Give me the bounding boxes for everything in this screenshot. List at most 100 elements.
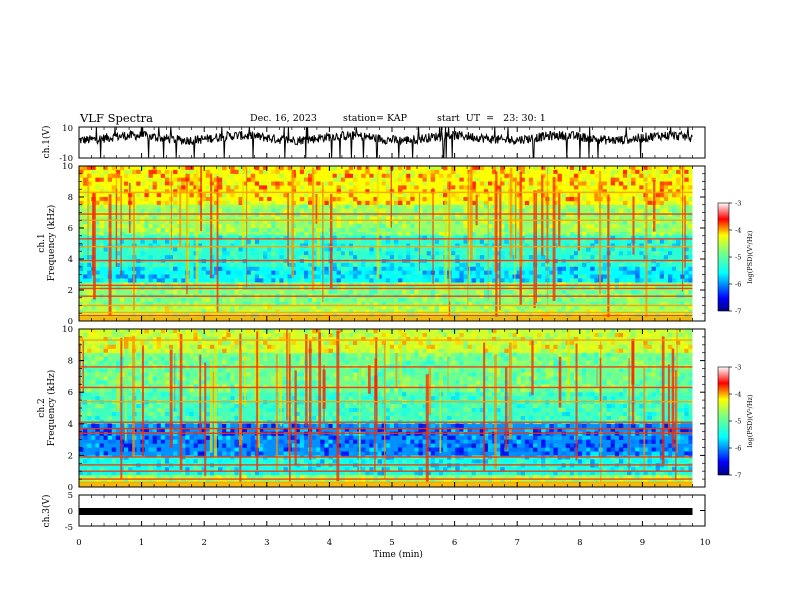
spectrogram-cell	[635, 290, 640, 295]
spectrogram-cell	[291, 435, 297, 440]
spectrogram-cell	[156, 447, 162, 452]
spectrogram-cell	[676, 220, 681, 225]
spectrogram-cell	[402, 208, 407, 213]
spectrogram-cell	[177, 384, 182, 389]
spectrogram-cell	[332, 166, 337, 171]
spectrogram-cell	[639, 235, 644, 240]
spectrogram-cell	[561, 204, 566, 209]
spectrogram-cell	[316, 189, 321, 194]
spectrogram-cell	[393, 305, 399, 310]
spectrogram-cell	[610, 189, 616, 194]
spectrogram-cell	[459, 197, 464, 202]
spectrogram-cell	[230, 189, 235, 194]
spectrogram-cell	[128, 443, 133, 448]
spectrogram-cell	[99, 200, 104, 206]
spectrogram-sferic	[287, 192, 289, 266]
spectrogram-cell	[103, 243, 108, 248]
spectrogram-cell	[197, 332, 202, 338]
spectrogram-cell	[213, 270, 219, 275]
spectrogram-cell	[242, 247, 247, 252]
spectrogram-cell	[451, 251, 456, 256]
spectrogram-cell	[111, 173, 117, 178]
spectrogram-cell	[385, 173, 391, 178]
spectrogram-cell	[627, 297, 632, 302]
spectrogram-cell	[144, 301, 149, 306]
spectrogram-cell	[205, 451, 211, 456]
spectrogram-cell	[164, 181, 170, 186]
spectrogram-cell	[324, 181, 329, 186]
spectrogram-cell	[598, 301, 603, 306]
spectrogram-cell	[365, 270, 370, 275]
spectrogram-cell	[164, 439, 170, 444]
spectrogram-cell	[144, 270, 149, 275]
spectrogram-cell	[647, 177, 652, 182]
spectrogram-cell	[663, 169, 669, 175]
spectrogram-cell	[230, 368, 235, 373]
spectrogram-cell	[651, 169, 656, 175]
spectrogram-cell	[594, 309, 599, 314]
spectrogram-cell	[83, 340, 88, 346]
spectrogram-cell	[83, 380, 88, 385]
spectrogram-band	[79, 329, 693, 333]
spectrogram-cell	[226, 332, 231, 338]
spectrogram-cell	[164, 220, 170, 225]
spectrogram-cell	[222, 166, 227, 171]
spectrogram-cell	[463, 305, 468, 310]
spectrogram-cell	[426, 220, 432, 225]
spectrogram-cell	[283, 177, 288, 182]
spectrogram-cell	[614, 224, 620, 229]
spectrogram-cell	[263, 356, 268, 361]
spectrogram-cell	[132, 329, 137, 334]
spectrogram-cell	[238, 181, 243, 186]
spectrogram-cell	[111, 340, 117, 346]
spectrogram-cell	[586, 216, 591, 221]
spectrogram-cell	[201, 169, 207, 175]
spectrogram-cell	[283, 228, 288, 233]
spectrogram-cell	[299, 235, 305, 240]
spectrogram-cell	[136, 408, 141, 413]
spectrogram-cell	[414, 216, 419, 221]
spectrogram-cell	[177, 479, 182, 484]
spectrogram-cell	[385, 231, 391, 237]
spectrogram-cell	[451, 185, 456, 190]
spectrogram-cell	[663, 278, 669, 283]
spectrogram-cell	[553, 208, 558, 213]
spectrogram-cell	[336, 297, 342, 302]
spectrogram-sferic	[519, 196, 523, 267]
spectrogram-cell	[614, 247, 620, 252]
spectrogram-cell	[410, 231, 415, 237]
spectrogram-cell	[487, 220, 493, 225]
spectrogram-cell	[99, 278, 104, 283]
spectrogram-cell	[492, 301, 497, 306]
spectrogram-cell	[218, 173, 223, 178]
spectrogram-cell	[303, 255, 309, 260]
spectrogram-cell	[610, 282, 616, 287]
spectrogram-cell	[177, 459, 182, 464]
spectrogram-cell	[475, 290, 481, 295]
spectrogram-cell	[152, 274, 158, 279]
spectrogram-cell	[373, 197, 378, 202]
spectrogram-cell	[676, 247, 681, 252]
spectrogram-cell	[410, 197, 415, 202]
spectrogram-cell	[230, 262, 235, 268]
spectrogram-cell	[226, 439, 231, 444]
spectrogram-cell	[659, 305, 665, 310]
spectrogram-cell	[254, 231, 260, 237]
spectrogram-cell	[610, 181, 616, 186]
spectrogram-cell	[193, 475, 198, 480]
spectrogram-cell	[438, 200, 444, 206]
spectrogram-cell	[79, 200, 84, 206]
spectrogram-cell	[402, 185, 407, 190]
spectrogram-cell	[213, 204, 219, 209]
spectrogram-cell	[594, 189, 599, 194]
spectrogram-cell	[451, 204, 456, 209]
spectrogram-sferic	[541, 175, 544, 256]
spectrogram-cell	[283, 380, 288, 385]
spectrogram-cell	[455, 297, 460, 302]
spectrogram-cell	[205, 270, 211, 275]
spectrogram-cell	[520, 251, 526, 256]
spectrogram-cell	[312, 266, 317, 271]
spectrogram-cell	[586, 220, 591, 225]
spectrogram-cell	[426, 166, 432, 171]
